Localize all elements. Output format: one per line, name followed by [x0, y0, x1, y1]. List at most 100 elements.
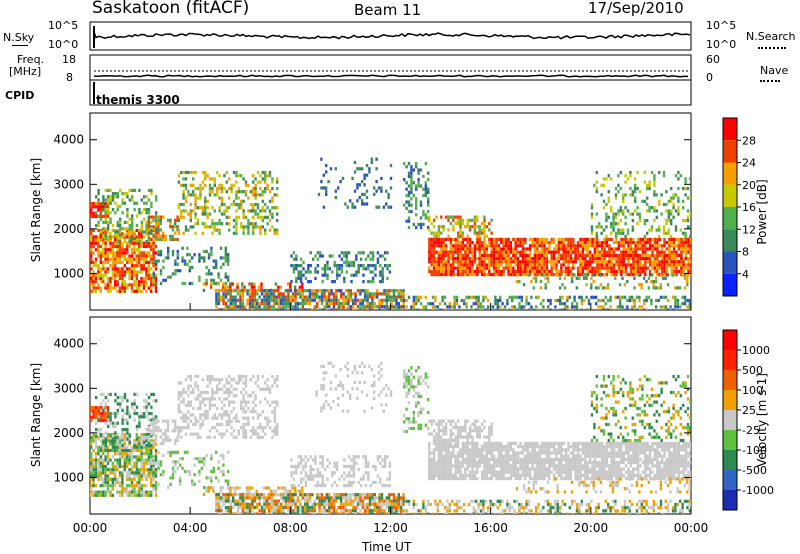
heatmap-cell	[154, 276, 158, 281]
heatmap-cell	[562, 241, 565, 245]
heatmap-cell	[509, 260, 513, 264]
heatmap-cell	[395, 298, 398, 302]
heatmap-cell	[152, 464, 155, 469]
heatmap-cell	[276, 228, 279, 232]
heatmap-cell	[362, 264, 365, 268]
heatmap-cell	[614, 186, 618, 191]
heatmap-cell	[385, 189, 388, 193]
heatmap-cell	[133, 464, 136, 469]
heatmap-cell	[135, 289, 138, 293]
heatmap-cell	[561, 283, 564, 287]
heatmap-cell	[602, 177, 606, 181]
heatmap-cell	[166, 218, 170, 222]
heatmap-cell	[442, 225, 445, 229]
heatmap-cell	[147, 432, 150, 437]
heatmap-cell	[243, 285, 246, 289]
heatmap-cell	[612, 218, 615, 223]
heatmap-cell	[142, 235, 146, 239]
heatmap-cell	[206, 416, 209, 420]
heatmap-cell	[128, 276, 131, 281]
heatmap-cell	[468, 260, 472, 264]
heatmap-cell	[648, 263, 652, 267]
heatmap-cell	[490, 244, 493, 248]
heatmap-cell	[526, 253, 529, 257]
heatmap-cell	[147, 254, 150, 258]
heatmap-cell	[250, 285, 254, 289]
heatmap-cell	[273, 400, 276, 404]
heatmap-cell	[287, 305, 290, 309]
heatmap-cell	[615, 241, 618, 245]
heatmap-cell	[648, 180, 651, 184]
heatmap-cell	[102, 432, 105, 437]
heatmap-cell	[640, 283, 643, 287]
heatmap-cell	[663, 237, 666, 241]
heatmap-cell	[135, 445, 138, 449]
heatmap-cell	[615, 257, 618, 261]
heatmap-cell	[116, 267, 119, 271]
heatmap-cell	[273, 231, 276, 235]
heatmap-cell	[600, 193, 603, 197]
heatmap-cell	[538, 253, 541, 257]
heatmap-cell	[449, 266, 453, 270]
heatmap-cell	[530, 279, 533, 284]
heatmap-cell	[224, 259, 227, 263]
heatmap-cell	[140, 244, 143, 249]
heatmap-cell	[632, 273, 635, 277]
heatmap-cell	[114, 421, 117, 425]
heatmap-cell	[147, 474, 150, 478]
heatmap-cell	[223, 202, 226, 207]
heatmap-cell	[145, 270, 148, 274]
heatmap-cell	[452, 218, 455, 222]
heatmap-cell	[109, 257, 112, 261]
heatmap-cell	[604, 308, 607, 310]
heatmap-cell	[455, 295, 459, 299]
heatmap-cell	[452, 247, 455, 251]
heatmap-cell	[536, 250, 539, 254]
heatmap-cell	[227, 292, 230, 296]
heatmap-cell	[311, 289, 314, 293]
heatmap-cell	[684, 177, 687, 181]
heatmap-cell	[232, 298, 235, 302]
heatmap-cell	[167, 249, 170, 254]
heatmap-cell	[534, 279, 538, 284]
heatmap-cell	[403, 162, 406, 166]
heatmap-cell	[130, 232, 134, 236]
heatmap-cell	[192, 406, 195, 411]
heatmap-cell	[106, 439, 110, 443]
heatmap-cell	[579, 269, 582, 273]
heatmap-cell	[473, 250, 477, 254]
heatmap-cell	[347, 298, 350, 302]
heatmap-cell	[612, 225, 615, 229]
heatmap-cell	[655, 305, 658, 309]
heatmap-cell	[402, 305, 405, 309]
heatmap-cell	[617, 253, 621, 257]
heatmap-cell	[114, 480, 117, 485]
heatmap-cell	[653, 244, 657, 248]
heatmap-cell	[689, 250, 691, 254]
heatmap-cell	[264, 186, 267, 191]
heatmap-cell	[603, 253, 606, 257]
heatmap-cell	[656, 273, 659, 277]
heatmap-cell	[440, 273, 443, 277]
heatmap-cell	[614, 276, 617, 280]
heatmap-cell	[689, 237, 691, 241]
heatmap-cell	[602, 308, 605, 310]
heatmap-cell	[596, 263, 599, 267]
heatmap-cell	[507, 260, 510, 264]
heatmap-cell	[323, 298, 326, 302]
heatmap-cell	[162, 237, 165, 242]
heatmap-cell	[641, 263, 645, 267]
heatmap-cell	[109, 490, 112, 494]
heatmap-cell	[133, 474, 136, 478]
heatmap-cell	[603, 244, 606, 248]
heatmap-cell	[612, 269, 616, 273]
heatmap-cell	[274, 282, 278, 286]
heatmap-cell	[647, 276, 651, 280]
heatmap-cell	[210, 469, 213, 474]
heatmap-cell	[128, 273, 131, 277]
heatmap-cell	[268, 301, 271, 306]
heatmap-cell	[442, 273, 445, 277]
heatmap-cell	[140, 468, 143, 472]
heatmap-cell	[102, 214, 105, 219]
heatmap-cell	[415, 302, 418, 306]
